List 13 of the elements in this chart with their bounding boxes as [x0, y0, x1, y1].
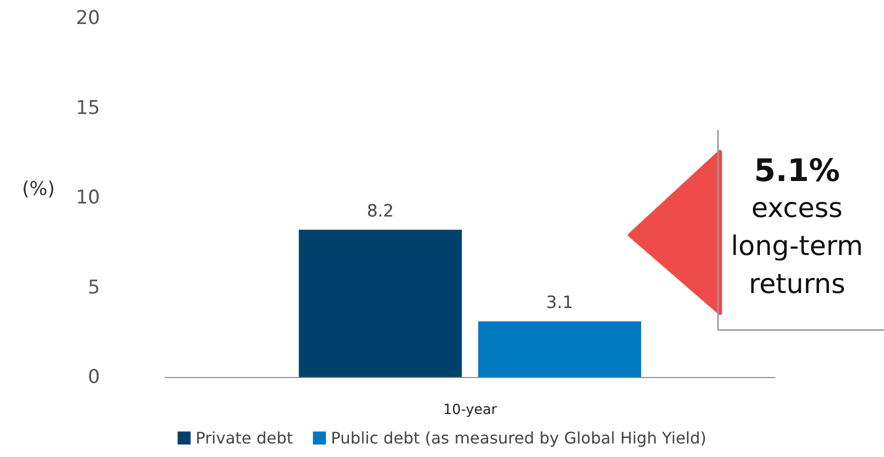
annotation: excess long-term returns — [730, 192, 864, 302]
y-tick-label: 20 — [76, 7, 100, 29]
legend-label: Public debt (as measured by Global High Yield) — [330, 428, 706, 448]
legend-label: Private debt — [196, 428, 293, 448]
data-label: 3.1 — [546, 292, 574, 313]
y-tick-label: 0 — [88, 366, 100, 388]
y-axis-title: (%) — [22, 178, 55, 200]
data-label: 8.2 — [366, 201, 394, 222]
x-tick-label: 10-year — [443, 402, 498, 418]
y-tick-label: 5 — [88, 276, 100, 298]
y-tick-label: 15 — [76, 96, 100, 119]
annotation: 5.1% — [753, 152, 841, 190]
y-tick-label: 10 — [76, 186, 100, 208]
